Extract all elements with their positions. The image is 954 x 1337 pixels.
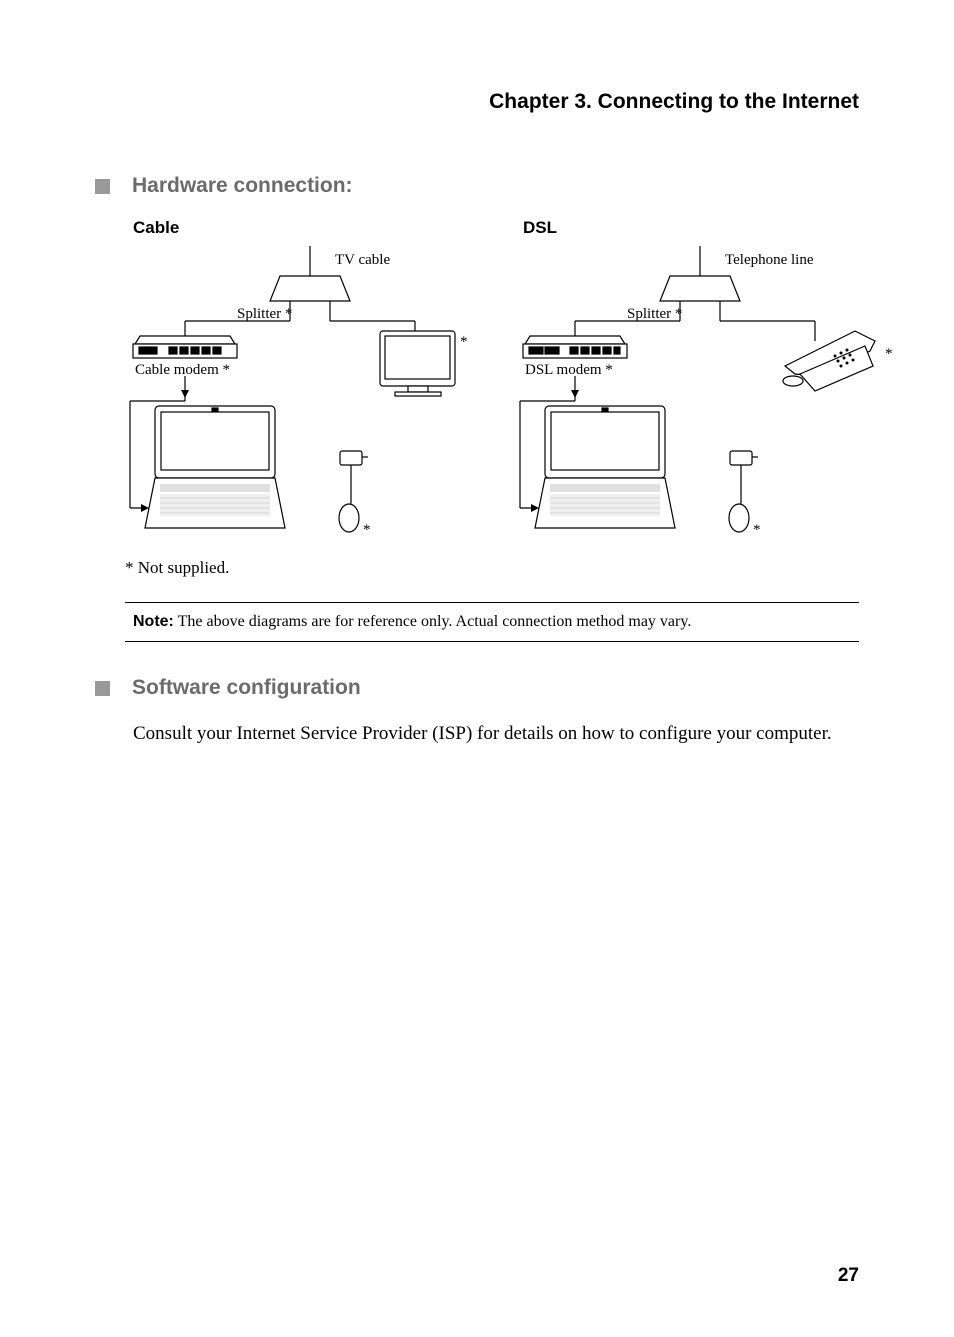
section-software-title: Software configuration bbox=[95, 676, 859, 700]
adapter-asterisk: * bbox=[363, 522, 371, 538]
telephone-line-label: Telephone line bbox=[725, 252, 814, 268]
adapter-asterisk: * bbox=[753, 522, 761, 538]
section-hardware-title: Hardware connection: bbox=[95, 174, 859, 198]
dsl-modem-label: DSL modem * bbox=[525, 362, 613, 378]
tv-asterisk: * bbox=[460, 334, 468, 350]
dsl-diagram: DSL Telephone line Splitter * bbox=[515, 218, 915, 546]
cable-modem-icon bbox=[133, 336, 237, 358]
tv-cable-label: TV cable bbox=[335, 252, 390, 268]
dsl-connection-svg: Telephone line Splitter * bbox=[515, 246, 915, 546]
cable-diagram: Cable TV cable Splitter * bbox=[125, 218, 495, 546]
cable-modem-label: Cable modem * bbox=[135, 362, 230, 378]
chapter-header: Chapter 3. Connecting to the Internet bbox=[95, 90, 859, 114]
cable-splitter-label: Splitter * bbox=[237, 306, 292, 322]
telephone-icon bbox=[783, 331, 875, 391]
bullet-square-icon bbox=[95, 681, 110, 696]
cable-connection-svg: TV cable Splitter * bbox=[125, 246, 495, 546]
power-adapter-icon bbox=[729, 451, 758, 532]
cable-title: Cable bbox=[125, 218, 495, 238]
dsl-title: DSL bbox=[515, 218, 915, 238]
cable-svg-wrap: TV cable Splitter * bbox=[125, 246, 495, 546]
section-software-label: Software configuration bbox=[132, 676, 361, 700]
dsl-modem-icon bbox=[523, 336, 627, 358]
power-adapter-icon bbox=[339, 451, 368, 532]
note-text: The above diagrams are for reference onl… bbox=[178, 613, 692, 630]
note-label: Note: bbox=[133, 613, 174, 630]
section-hardware-label: Hardware connection: bbox=[132, 174, 353, 198]
phone-asterisk: * bbox=[885, 346, 893, 362]
note-box: Note: The above diagrams are for referen… bbox=[125, 602, 859, 642]
laptop-icon bbox=[145, 406, 285, 528]
dsl-splitter-label: Splitter * bbox=[627, 306, 682, 322]
bullet-square-icon bbox=[95, 179, 110, 194]
page-number: 27 bbox=[838, 1265, 859, 1287]
tv-monitor-icon bbox=[380, 331, 455, 396]
software-body-text: Consult your Internet Service Provider (… bbox=[133, 720, 859, 749]
diagrams-row: Cable TV cable Splitter * bbox=[125, 218, 859, 546]
dsl-svg-wrap: Telephone line Splitter * bbox=[515, 246, 915, 546]
laptop-icon bbox=[535, 406, 675, 528]
not-supplied-footnote: * Not supplied. bbox=[125, 558, 859, 578]
